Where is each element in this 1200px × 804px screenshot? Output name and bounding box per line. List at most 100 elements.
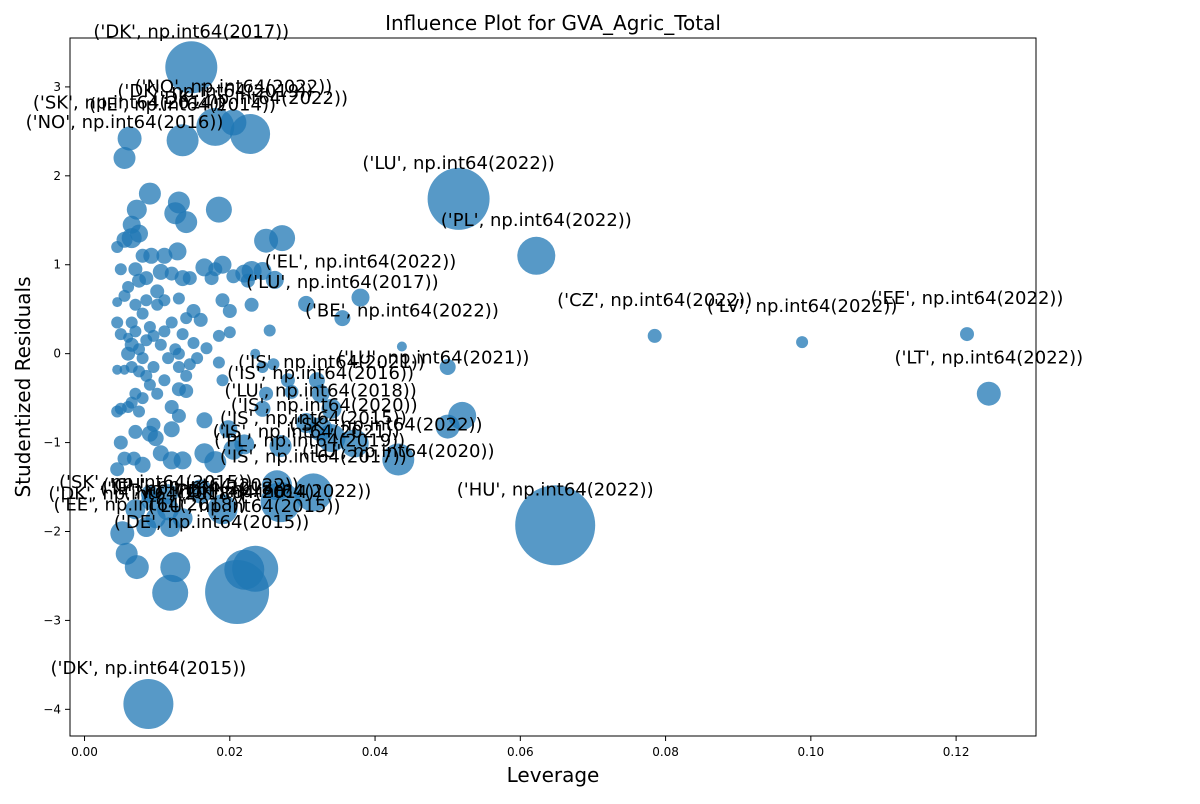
data-point (175, 211, 198, 234)
point-annotation: ('LU', np.int64(2017)) (246, 272, 438, 293)
data-point (223, 326, 236, 339)
data-point (284, 384, 299, 399)
data-point (124, 337, 139, 352)
x-tick-label: 0.04 (362, 745, 389, 759)
data-point (232, 545, 279, 592)
data-point (340, 429, 369, 458)
point-annotation: ('NO', np.int64(2014)) (124, 482, 322, 503)
point-annotation: ('EL', np.int64(2022)) (265, 252, 457, 273)
data-point (147, 430, 164, 447)
point-annotation: ('LU', np.int64(2021)) (337, 348, 529, 369)
x-tick-label: 0.10 (797, 745, 824, 759)
data-point (269, 435, 292, 458)
data-point (220, 109, 247, 136)
data-point (976, 381, 1001, 406)
data-point (222, 304, 237, 318)
data-point (172, 508, 193, 529)
point-annotation: ('DE', np.int64(2015)) (114, 512, 309, 533)
data-point (152, 263, 169, 280)
data-point (439, 359, 456, 375)
data-point (129, 325, 142, 338)
data-point (196, 412, 213, 429)
data-point (254, 400, 271, 417)
data-point (164, 266, 179, 281)
data-point (294, 473, 333, 512)
data-point (163, 421, 180, 438)
data-point (164, 400, 179, 414)
y-tick-label: 1 (53, 258, 61, 272)
point-annotation: ('HU', np.int64(2022)) (457, 479, 654, 500)
point-annotation: ('NO', np.int64(2022)) (134, 77, 332, 98)
point-annotation: ('EE', np.int64(2018)) (53, 494, 246, 515)
y-axis-label: Studentized Residuals (11, 276, 35, 497)
point-annotation: ('LU', np.int64(2015)) (148, 496, 340, 517)
data-point (172, 361, 185, 373)
data-point (191, 352, 204, 365)
data-point (129, 298, 142, 311)
data-point (296, 413, 317, 433)
data-point (117, 126, 142, 151)
data-point (262, 470, 292, 501)
x-tick-label: 0.08 (652, 745, 679, 759)
data-point (427, 167, 490, 230)
data-point (253, 262, 272, 280)
data-point (114, 263, 127, 276)
data-point (158, 325, 171, 338)
data-point (123, 679, 174, 729)
data-point (152, 574, 189, 611)
point-annotation: ('IE', np.int64(2014)) (89, 94, 276, 115)
data-point (219, 420, 238, 439)
point-annotation: ('EE', np.int64(2022)) (871, 288, 1064, 309)
point-annotation: ('NO', np.int64(2016)) (26, 112, 224, 133)
point-annotation: ('DK', np.int64(2018)) (48, 484, 244, 505)
data-point (146, 417, 161, 432)
x-tick-label: 0.00 (71, 745, 98, 759)
data-point (115, 542, 138, 565)
data-point (517, 236, 556, 275)
data-point (136, 307, 149, 320)
data-point (138, 182, 161, 205)
data-point (136, 352, 149, 365)
data-point (113, 435, 128, 450)
data-point (311, 384, 330, 403)
data-point (188, 479, 213, 504)
point-annotation: ('IS', np.int64(2021)) (213, 422, 400, 443)
data-point (200, 342, 213, 355)
y-tick-label: −1 (43, 436, 61, 450)
data-point (351, 288, 370, 307)
y-tick-label: −3 (43, 613, 61, 627)
data-point (162, 352, 175, 365)
points-layer (110, 41, 1001, 729)
data-point (187, 337, 200, 349)
data-point (212, 356, 225, 369)
y-tick-label: −2 (43, 524, 61, 538)
data-point (165, 316, 178, 329)
data-point (160, 552, 191, 583)
data-point (226, 269, 241, 284)
data-point (212, 329, 225, 342)
data-point (128, 424, 143, 439)
data-point (156, 247, 173, 264)
data-point (240, 273, 255, 288)
point-annotation: ('BE', np.int64(2022)) (305, 301, 499, 322)
data-point (172, 292, 185, 305)
data-point (263, 324, 276, 337)
x-tick-label: 0.06 (507, 745, 534, 759)
point-annotation: ('DK', np.int64(2022)) (175, 481, 371, 502)
data-point (158, 374, 171, 387)
x-tick-label: 0.02 (216, 745, 243, 759)
data-point (216, 374, 229, 387)
data-point (168, 242, 187, 261)
data-point (334, 310, 351, 327)
data-point (321, 398, 342, 419)
data-point (254, 228, 279, 253)
data-point (134, 456, 151, 473)
y-tick-label: 3 (53, 80, 61, 94)
point-annotation: ('IS', np.int64(2015)) (220, 408, 407, 429)
point-annotation: ('SK', np.int64(2022)) (289, 414, 482, 435)
data-point (111, 405, 124, 418)
data-point (176, 328, 189, 341)
data-point (208, 262, 223, 277)
